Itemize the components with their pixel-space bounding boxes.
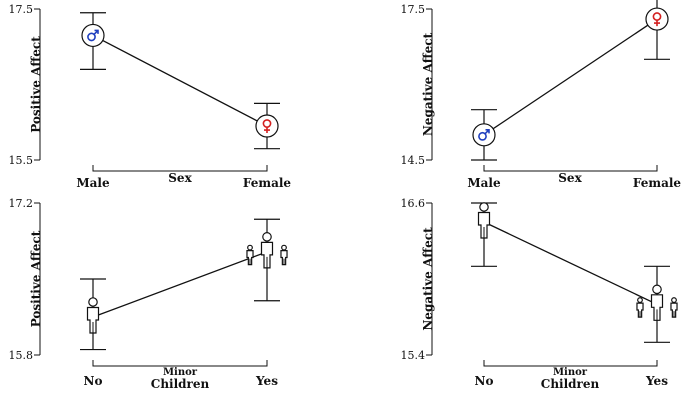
person-body	[636, 302, 644, 318]
y-tick-label: 16.6	[401, 197, 426, 210]
series-line	[483, 18, 658, 136]
x-axis-bracket	[483, 165, 658, 172]
y-tick-label: 15.5	[9, 154, 34, 167]
person-body	[477, 211, 491, 239]
y-tick-label: 17.2	[9, 197, 34, 210]
female-symbol-marker-1	[645, 7, 669, 31]
x-category-label: Yes	[645, 374, 668, 388]
series-line	[92, 34, 268, 127]
chart-panel-1: 17.5 15.5 Positive Affect Male Female Sex	[9, 3, 292, 190]
family-adult	[650, 284, 664, 321]
single-person-marker-0	[86, 297, 100, 334]
y-axis-label: Positive Affect	[29, 230, 43, 327]
x-axis-bracket	[92, 165, 268, 172]
family-child-right	[670, 297, 678, 318]
x-axis-title: Sex	[168, 171, 192, 185]
x-category-label: Male	[76, 176, 110, 190]
person-body	[260, 241, 274, 269]
single-person-marker-0	[477, 202, 491, 239]
x-category-label: No	[475, 374, 494, 388]
y-tick-label: 17.5	[9, 3, 34, 16]
x-axis-title: Sex	[558, 171, 582, 185]
female-symbol-marker-1	[255, 114, 279, 138]
x-axis-title-line-2: Children	[151, 377, 210, 391]
y-axis-label: Positive Affect	[29, 36, 43, 133]
family-adult	[260, 232, 274, 269]
x-axis-bracket	[483, 360, 658, 367]
female-glyph-cross	[654, 20, 660, 27]
family-marker-1	[246, 232, 288, 269]
marker-circle	[472, 123, 496, 147]
chart-panel-2: 17.5 14.5 Negative Affect Male Female Sex	[401, 0, 682, 190]
marker-circle	[255, 114, 279, 138]
person-head	[247, 244, 253, 251]
chart-panel-3: 17.2 15.8 Positive Affect No Yes MinorChildre…	[9, 197, 288, 391]
person-body	[86, 306, 100, 334]
male-glyph-ring	[87, 32, 96, 42]
marker-circle	[645, 7, 669, 31]
x-axis-title-line-1: Minor	[163, 367, 198, 378]
series-line	[92, 251, 268, 318]
person-head	[479, 202, 489, 212]
x-axis-title-line-1: Minor	[553, 367, 588, 378]
male-glyph-arrow	[484, 129, 490, 135]
person-body	[650, 294, 664, 321]
person-body	[280, 250, 288, 266]
x-category-label: Male	[467, 176, 501, 190]
family-child-right	[280, 244, 288, 266]
male-symbol-marker-0	[472, 123, 496, 147]
x-category-label: Female	[243, 176, 292, 190]
person-head	[637, 297, 643, 303]
person-head	[262, 232, 272, 242]
y-tick-label: 15.8	[9, 349, 34, 362]
x-category-label: No	[84, 374, 103, 388]
chart-panel-4: 16.6 15.4 Negative Affect No Yes MinorChildre…	[401, 197, 678, 391]
male-glyph-ring	[478, 131, 487, 141]
marker-circle	[81, 23, 105, 48]
person-head	[652, 284, 662, 295]
female-glyph-cross	[264, 127, 270, 134]
family-marker-1	[636, 284, 678, 321]
y-tick-label: 17.5	[401, 3, 426, 16]
person-body	[670, 302, 678, 318]
x-category-label: Female	[633, 176, 682, 190]
person-head	[671, 297, 677, 303]
family-child-left	[636, 297, 644, 318]
male-symbol-marker-0	[81, 23, 105, 48]
person-body	[246, 250, 254, 266]
y-tick-label: 15.4	[401, 349, 426, 362]
family-child-left	[246, 244, 254, 266]
y-tick-label: 14.5	[401, 154, 426, 167]
x-axis-title-line-2: Children	[541, 377, 600, 391]
series-line	[483, 221, 658, 305]
person-head	[281, 244, 287, 251]
y-axis-label: Negative Affect	[421, 32, 435, 136]
male-glyph-arrow	[93, 29, 99, 35]
person-head	[88, 297, 98, 307]
x-category-label: Yes	[255, 374, 278, 388]
y-axis-label: Negative Affect	[421, 227, 435, 331]
x-axis-bracket	[92, 360, 268, 367]
